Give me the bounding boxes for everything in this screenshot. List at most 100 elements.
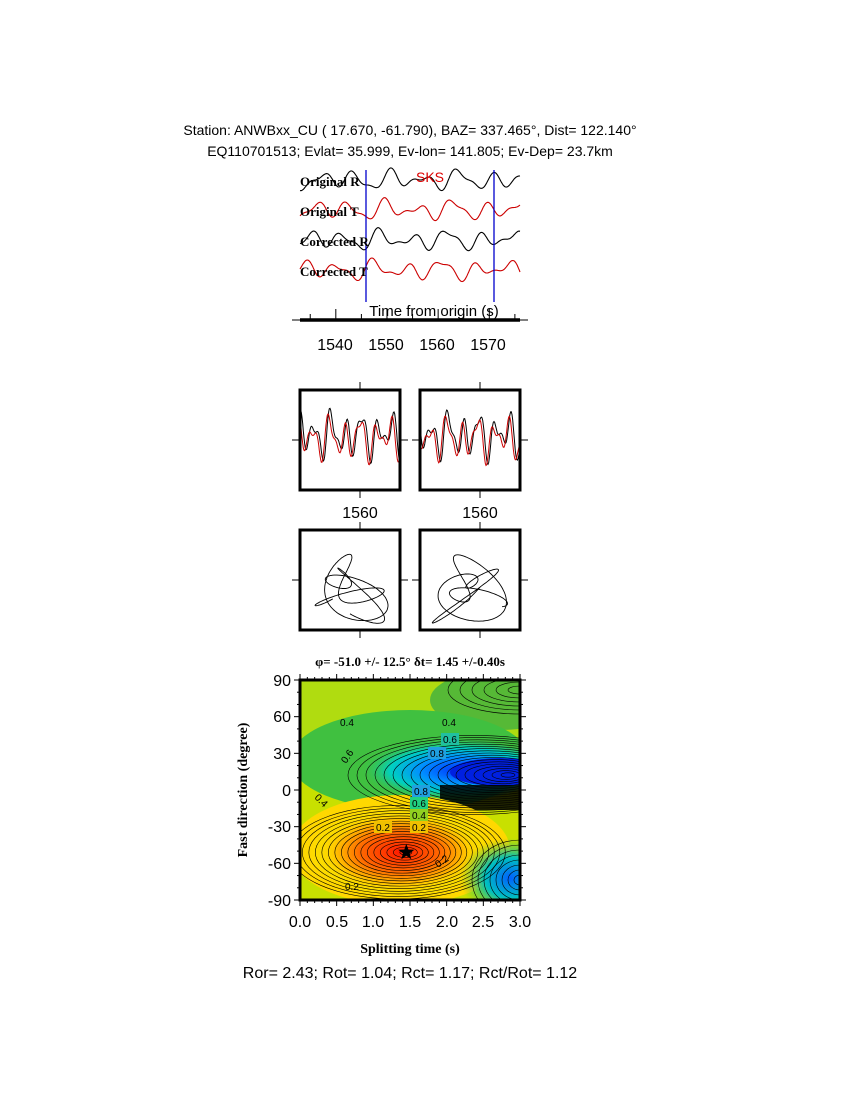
seismogram-trace <box>299 257 521 283</box>
contour-line <box>464 763 520 787</box>
header-event: EQ110701513; Evlat= 35.999, Ev-lon= 141.… <box>207 143 613 159</box>
x-tick-label: 1.5 <box>399 914 421 931</box>
contour-label: 0.4 <box>340 718 354 729</box>
y-axis-label: Fast direction (degree) <box>236 722 251 857</box>
contour-line <box>383 743 520 807</box>
particle-motion-path <box>431 554 508 624</box>
contour-line <box>455 761 520 789</box>
contour-label: 0.8 <box>430 749 444 760</box>
contour-line <box>447 680 520 715</box>
contour-label: 0.2 <box>345 882 359 893</box>
contour-label: 0.4 <box>412 811 426 822</box>
y-tick-label: -60 <box>268 856 291 873</box>
contour-label: 0.2 <box>376 823 390 834</box>
contour-line <box>374 741 520 809</box>
contour-label: 0.8 <box>414 787 428 798</box>
contour-line <box>471 839 520 900</box>
particle-motion-after-panel <box>412 522 528 638</box>
contour-line <box>386 844 424 861</box>
contour-line <box>380 841 429 864</box>
contour-line <box>471 680 520 707</box>
x-tick-label: 1550 <box>368 337 404 354</box>
contour-line <box>328 820 473 884</box>
x-tick-label: 2.0 <box>436 914 458 931</box>
contour-line <box>341 826 462 879</box>
phase-label: SKS <box>416 169 444 185</box>
contour-line <box>491 770 520 780</box>
y-tick-label: 90 <box>273 673 291 690</box>
best-fit-star-icon <box>398 843 415 860</box>
contour-label: 0.6 <box>443 735 457 746</box>
misfit-map: φ= -51.0 +/- 12.5° δt= 1.45 +/-0.40s 0.4… <box>236 654 531 957</box>
x-tick-label: 1560 <box>342 505 378 522</box>
map-title: φ= -51.0 +/- 12.5° δt= 1.45 +/-0.40s <box>315 654 505 669</box>
trace-label: Original T <box>300 204 359 219</box>
contour-line <box>354 831 451 874</box>
x-tick-label: 1540 <box>317 337 353 354</box>
contour-line <box>401 748 520 802</box>
contour-line <box>477 844 520 900</box>
footer-ratios: Ror= 2.43; Rot= 1.04; Rct= 1.17; Rct/Rot… <box>243 965 578 982</box>
x-tick-label: 3.0 <box>509 914 531 931</box>
x-tick-label: 0.0 <box>289 914 311 931</box>
trace-label: Corrected T <box>300 264 368 279</box>
seismogram-trace <box>299 167 521 192</box>
panel-frame <box>418 528 522 632</box>
contour-line <box>437 757 520 793</box>
y-tick-label: 0 <box>282 783 291 800</box>
misfit-surface <box>300 680 520 900</box>
contour-line <box>321 818 479 887</box>
particle-motion-path <box>314 553 389 624</box>
x-tick-label: 1560 <box>419 337 455 354</box>
contour-line <box>347 735 520 815</box>
contour-line <box>482 768 520 782</box>
contour-line <box>410 750 520 800</box>
contour-line <box>500 772 516 778</box>
contour-line <box>483 680 520 703</box>
header-station: Station: ANWBxx_CU ( 17.670, -61.790), B… <box>183 122 636 138</box>
contour-line <box>300 807 501 897</box>
x-tick-label: 1570 <box>470 337 506 354</box>
fast-slow-after-panel <box>412 382 528 498</box>
contour-line <box>483 849 520 900</box>
x-tick-label: 1.0 <box>362 914 384 931</box>
trace-panel: SKS Original R Original T Corrected R Co… <box>292 167 528 354</box>
fast-wave <box>299 407 401 465</box>
x-axis-label: Time from origin (s) <box>369 303 498 320</box>
contour-line <box>489 854 520 900</box>
contour-line <box>513 874 520 886</box>
contour-line <box>347 828 457 877</box>
seismogram-trace <box>299 197 521 222</box>
contour-line <box>428 754 520 796</box>
contour-line <box>495 681 520 699</box>
contour-label: 0.2 <box>412 823 426 834</box>
contour-line <box>373 839 435 866</box>
contour-line <box>360 833 446 871</box>
contour-label: 0.6 <box>412 799 426 810</box>
contour-line <box>446 759 520 791</box>
trace-label: Corrected R <box>300 234 369 249</box>
contour-line <box>507 869 520 891</box>
x-axis-label: Splitting time (s) <box>360 942 460 957</box>
contour-line <box>356 737 520 813</box>
x-tick-label: 0.5 <box>326 914 348 931</box>
contour-line <box>459 680 520 711</box>
contour-line <box>507 685 520 695</box>
contour-line <box>308 813 490 892</box>
y-tick-label: -90 <box>268 893 291 910</box>
contour-line <box>495 859 520 900</box>
x-tick-label: 1560 <box>462 505 498 522</box>
fast-slow-before-panel <box>292 382 408 498</box>
x-tick-label: 2.5 <box>472 914 494 931</box>
contour-line <box>392 746 520 804</box>
trace-label: Original R <box>300 174 360 189</box>
y-tick-label: -30 <box>268 819 291 836</box>
fast-wave <box>419 409 521 466</box>
y-tick-label: 30 <box>273 746 291 763</box>
contour-line <box>501 864 520 896</box>
contour-line <box>315 815 484 890</box>
particle-motion-before-panel <box>292 522 408 638</box>
contour-label: 0.4 <box>442 718 456 729</box>
slow-wave <box>299 413 401 466</box>
